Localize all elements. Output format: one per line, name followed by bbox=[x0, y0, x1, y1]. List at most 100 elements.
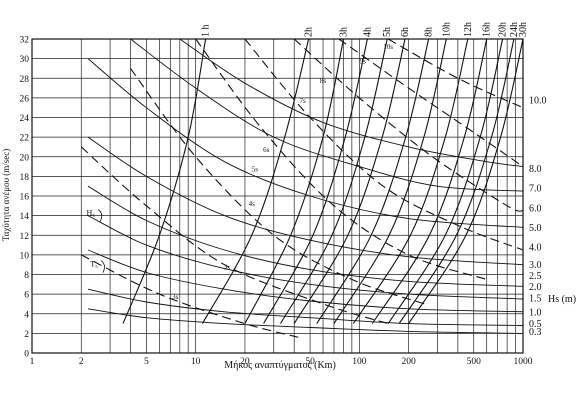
y-tick-label: 18 bbox=[20, 173, 30, 183]
y-tick-label: 28 bbox=[20, 75, 30, 85]
duration-label: 30h bbox=[518, 22, 529, 37]
annotation-label: H₅ bbox=[87, 209, 96, 218]
y-tick-label: 20 bbox=[20, 153, 30, 163]
labels: 1 2 5 10 20 50 100 200 500 1000024681012141618202… bbox=[20, 22, 547, 367]
period-label: 9s bbox=[360, 58, 367, 66]
hs-curve bbox=[179, 38, 524, 168]
duration-curve bbox=[316, 38, 430, 324]
y-tick-label: 2 bbox=[24, 330, 29, 340]
x-tick-label: 20 bbox=[240, 357, 250, 367]
hs-right-label: 0.3 bbox=[529, 327, 542, 338]
period-label: 3s bbox=[172, 293, 179, 301]
hs-curve bbox=[87, 185, 524, 287]
period-label: 3s bbox=[224, 264, 231, 272]
period-label: 6s bbox=[263, 146, 270, 154]
x-tick-label: 1000 bbox=[514, 357, 533, 367]
duration-curve bbox=[263, 38, 368, 324]
duration-label: 20h bbox=[498, 22, 509, 37]
right-axis-label: Hs (m) bbox=[548, 294, 576, 305]
duration-label: 1 h bbox=[201, 25, 212, 38]
hs-curves bbox=[87, 38, 524, 334]
period-curve bbox=[81, 254, 303, 339]
period-label: 4s bbox=[249, 200, 256, 208]
x-tick-label: 1 bbox=[30, 357, 35, 367]
y-tick-label: 12 bbox=[20, 232, 30, 242]
duration-curve bbox=[333, 38, 447, 324]
y-tick-label: 6 bbox=[24, 291, 29, 301]
y-tick-label: 22 bbox=[20, 134, 30, 144]
duration-curve bbox=[371, 38, 488, 324]
duration-label: 16h bbox=[482, 22, 493, 37]
period-curve bbox=[338, 38, 524, 168]
duration-label: 3h bbox=[339, 27, 350, 37]
y-tick-label: 30 bbox=[20, 55, 30, 65]
y-tick-label: 4 bbox=[24, 310, 29, 320]
duration-curve bbox=[352, 38, 469, 324]
plot-frame bbox=[31, 38, 524, 354]
x-tick-label: 500 bbox=[467, 357, 482, 367]
hs-curve bbox=[87, 308, 524, 334]
hs-right-label: 10.0 bbox=[529, 95, 547, 106]
axes bbox=[31, 38, 524, 354]
annotation-hook bbox=[100, 260, 105, 273]
x-tick-label: 50 bbox=[305, 357, 315, 367]
y-tick-label: 26 bbox=[20, 94, 30, 104]
period-curve bbox=[130, 68, 425, 305]
hs-right-label: 5.0 bbox=[529, 223, 542, 234]
annotation-hook bbox=[97, 209, 103, 222]
y-tick-label: 0 bbox=[24, 350, 29, 360]
duration-curve bbox=[293, 38, 406, 324]
duration-label: 10h bbox=[441, 22, 452, 37]
duration-curve bbox=[408, 38, 524, 324]
period-curves bbox=[80, 38, 524, 339]
hs-right-label: 0.5 bbox=[529, 319, 542, 330]
hs-curve bbox=[87, 288, 524, 326]
hs-curve bbox=[87, 249, 524, 313]
hs-curve bbox=[87, 58, 524, 228]
duration-label: 6h bbox=[400, 27, 411, 37]
y-axis-label: Ταχύτητα ανέμου (m/sec) bbox=[1, 149, 11, 242]
hs-right-label: 3.0 bbox=[529, 260, 542, 271]
period-label: 10s bbox=[383, 43, 393, 51]
y-tick-label: 24 bbox=[20, 114, 30, 124]
period-label: 5s bbox=[252, 165, 259, 173]
hs-curve bbox=[87, 215, 524, 300]
period-label: 8s bbox=[320, 77, 327, 85]
period-curve bbox=[244, 38, 524, 251]
y-tick-label: 32 bbox=[20, 36, 30, 46]
hs-right-label: 2.0 bbox=[529, 282, 542, 293]
duration-label: 5h bbox=[382, 27, 393, 37]
duration-label: 12h bbox=[463, 22, 474, 37]
y-tick-label: 16 bbox=[20, 193, 30, 203]
hs-curve bbox=[130, 38, 524, 192]
x-tick-label: 10 bbox=[191, 357, 201, 367]
duration-label: 4h bbox=[362, 27, 373, 37]
duration-curve bbox=[201, 38, 310, 324]
y-tick-label: 8 bbox=[24, 271, 29, 281]
hs-right-label: 8.0 bbox=[529, 164, 542, 175]
hs-right-label: 1.0 bbox=[529, 307, 542, 318]
period-curve bbox=[195, 38, 487, 280]
x-axis-label: Μήκος αναπτύγματος (Km) bbox=[224, 360, 336, 371]
hs-right-label: 7.0 bbox=[529, 184, 542, 195]
y-tick-label: 10 bbox=[20, 251, 30, 261]
period-label: 7s bbox=[299, 97, 306, 105]
duration-label: 8h bbox=[424, 27, 435, 37]
hs-curve bbox=[87, 136, 524, 266]
hs-right-label: 6.0 bbox=[529, 203, 542, 214]
duration-curve bbox=[244, 38, 345, 324]
duration-label: 24h bbox=[509, 22, 520, 37]
x-tick-label: 100 bbox=[352, 357, 367, 367]
hs-right-label: 1.5 bbox=[529, 294, 542, 305]
x-tick-label: 2 bbox=[79, 357, 84, 367]
grid bbox=[31, 38, 524, 354]
x-tick-label: 5 bbox=[144, 357, 149, 367]
duration-label: 2h bbox=[304, 27, 315, 37]
hs-right-label: 4.0 bbox=[529, 243, 542, 254]
period-curve bbox=[80, 146, 389, 325]
period-curve bbox=[387, 38, 524, 109]
x-tick-label: 200 bbox=[401, 357, 416, 367]
duration-curve bbox=[387, 38, 504, 324]
duration-curve bbox=[122, 38, 207, 324]
